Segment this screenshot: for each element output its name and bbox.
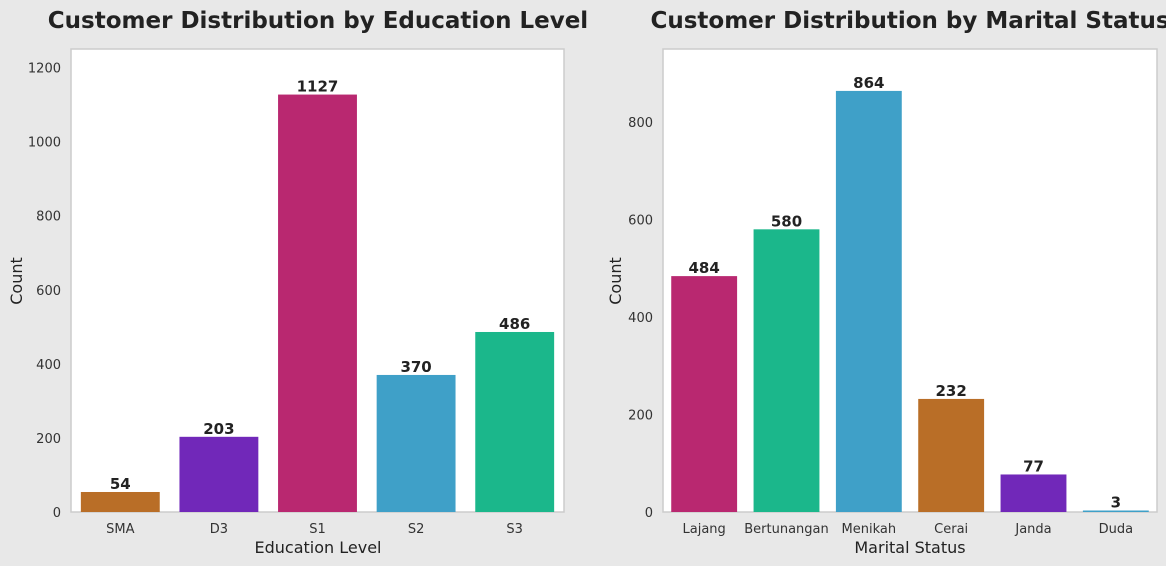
y-tick-label: 600: [36, 284, 61, 299]
bar-value-label: 486: [499, 315, 530, 333]
y-axis: 0 200 400 600 800: [628, 116, 653, 521]
bar: [179, 436, 259, 512]
y-tick-label: 200: [36, 432, 61, 447]
y-tick-label: 400: [628, 311, 653, 326]
bar-value-label: 203: [203, 420, 234, 438]
bar-value-label: 232: [936, 382, 967, 400]
x-tick-label: S2: [408, 522, 425, 537]
marital-status-chart: Customer Distribution by Marital Status …: [606, 8, 1166, 557]
bars: 54 203 1127 370 486: [80, 78, 555, 512]
bar: [835, 90, 902, 512]
x-tick-label: Cerai: [934, 522, 968, 537]
bar: [80, 491, 160, 512]
y-axis-label: Count: [606, 257, 625, 305]
x-tick-label: SMA: [106, 522, 134, 537]
y-axis-label: Count: [7, 257, 26, 305]
x-tick-label: Menikah: [842, 522, 897, 537]
education-chart: Customer Distribution by Education Level…: [7, 8, 588, 557]
x-tick-label: Janda: [1014, 522, 1051, 537]
bar: [1082, 510, 1149, 512]
x-tick-label: Duda: [1099, 522, 1133, 537]
y-tick-label: 200: [628, 409, 653, 424]
y-tick-label: 1200: [28, 62, 61, 77]
x-axis: Lajang Bertunangan Menikah Cerai Janda Duda: [683, 522, 1134, 537]
x-tick-label: S1: [309, 522, 326, 537]
y-tick-label: 0: [645, 506, 653, 521]
bar: [475, 331, 555, 512]
y-tick-label: 800: [36, 210, 61, 225]
x-tick-label: Bertunangan: [744, 522, 829, 537]
y-tick-label: 400: [36, 358, 61, 373]
bar: [1000, 474, 1067, 512]
bar-value-label: 864: [853, 74, 884, 92]
x-axis: SMA D3 S1 S2 S3: [106, 522, 523, 537]
bar-value-label: 3: [1111, 494, 1121, 512]
x-axis-label: Education Level: [255, 538, 382, 557]
bar: [376, 374, 456, 512]
bar: [753, 229, 820, 513]
bar: [671, 276, 738, 512]
chart-title: Customer Distribution by Education Level: [48, 8, 588, 34]
chart-title: Customer Distribution by Marital Status: [650, 8, 1166, 34]
bar-value-label: 484: [689, 259, 720, 277]
x-tick-label: Lajang: [683, 522, 726, 537]
y-tick-label: 600: [628, 214, 653, 229]
y-tick-label: 1000: [28, 136, 61, 151]
x-tick-label: S3: [506, 522, 523, 537]
bars: 484 580 864 232 77 3: [671, 74, 1149, 513]
bar-value-label: 370: [400, 358, 431, 376]
bar: [918, 398, 985, 512]
y-tick-label: 800: [628, 116, 653, 131]
bar-value-label: 1127: [297, 78, 339, 96]
bar-value-label: 54: [110, 475, 131, 493]
bar-value-label: 580: [771, 212, 802, 230]
x-axis-label: Marital Status: [854, 538, 965, 557]
y-axis: 0 200 400 600 800 1000 1200: [28, 62, 61, 521]
y-tick-label: 0: [53, 506, 61, 521]
bar-value-label: 77: [1023, 457, 1044, 475]
plot-area: [662, 48, 1158, 513]
x-tick-label: D3: [210, 522, 228, 537]
bar: [278, 94, 357, 512]
